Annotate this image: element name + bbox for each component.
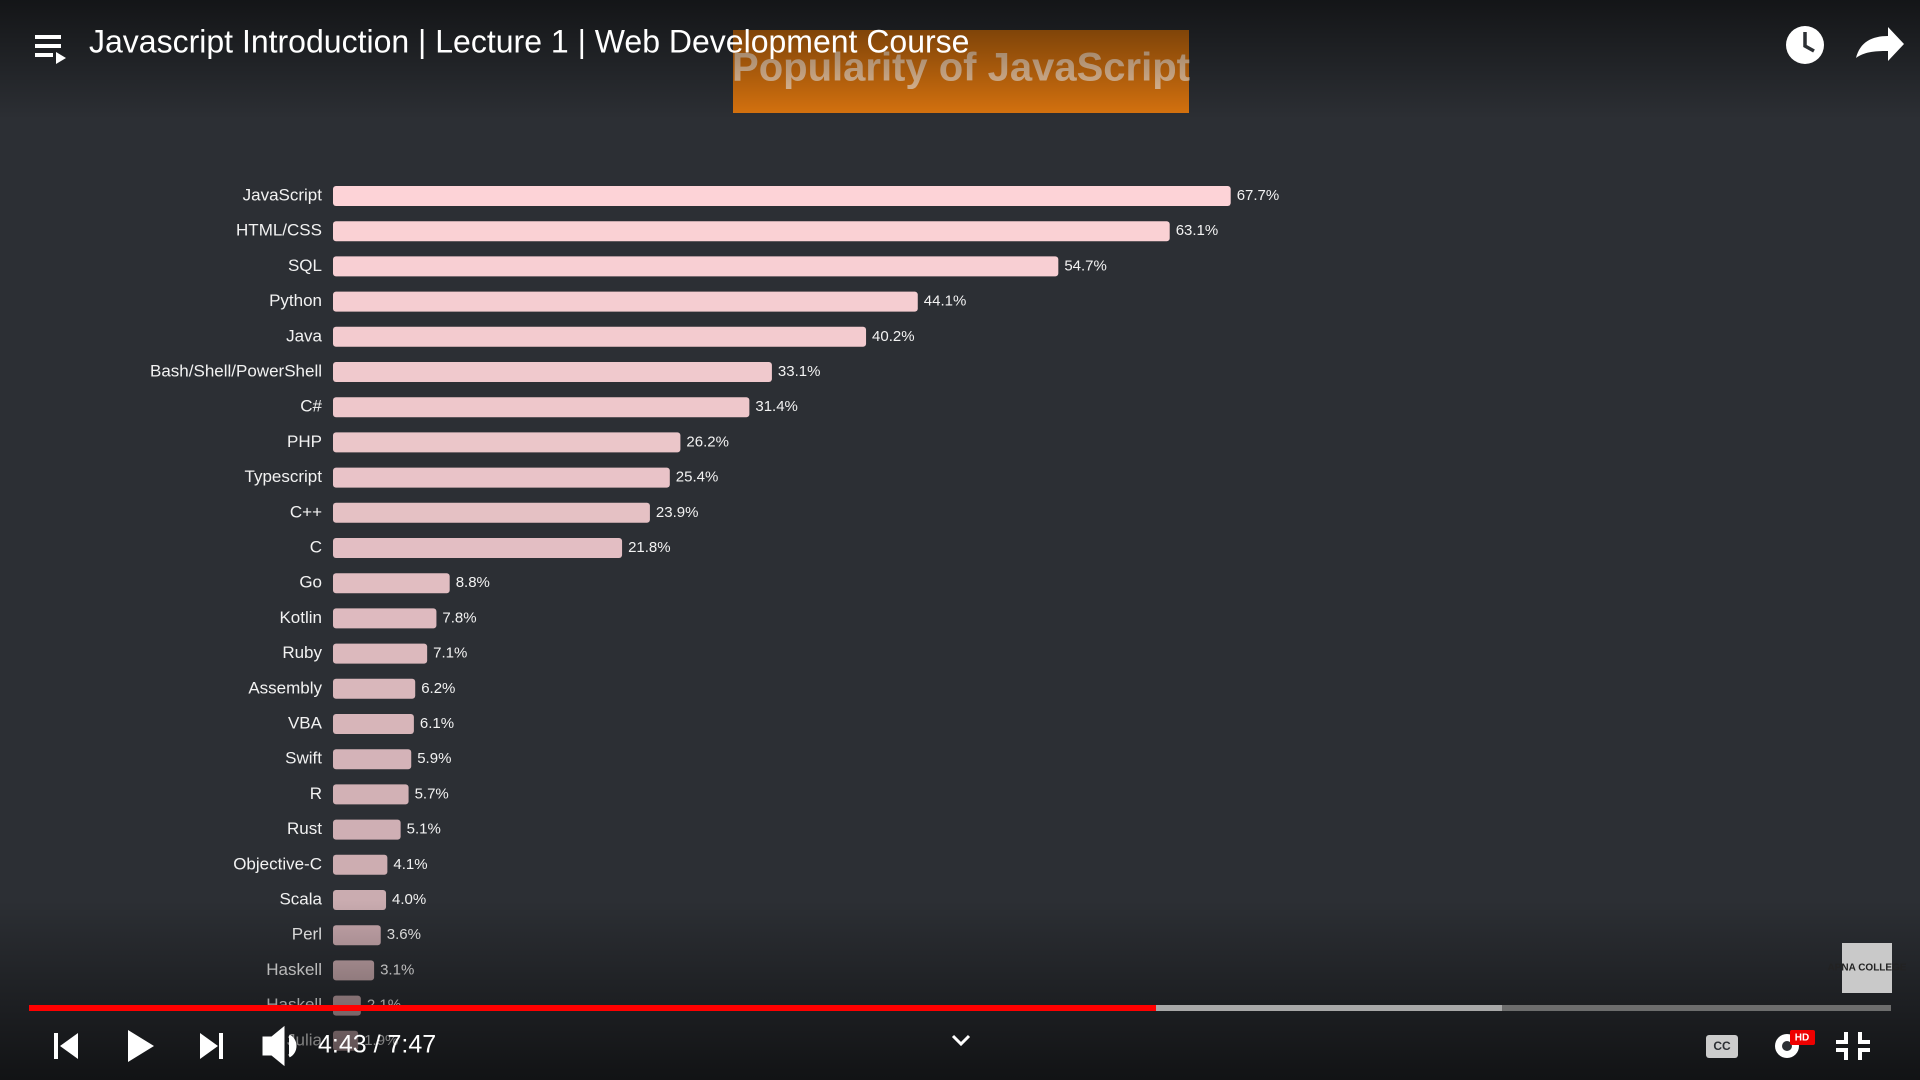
category-label: PHP xyxy=(287,432,322,451)
bar xyxy=(333,784,409,805)
volume-button[interactable] xyxy=(262,1025,297,1067)
captions-button[interactable]: CC xyxy=(1706,1035,1738,1058)
value-label: 4.1% xyxy=(393,856,427,873)
value-label: 44.1% xyxy=(924,293,967,310)
next-button[interactable] xyxy=(200,1033,223,1059)
value-label: 33.1% xyxy=(778,363,821,380)
bar xyxy=(333,608,437,629)
bar xyxy=(333,467,670,488)
bar xyxy=(333,256,1059,277)
video-title[interactable]: Javascript Introduction | Lecture 1 | We… xyxy=(89,23,969,59)
top-shade xyxy=(0,0,1920,120)
category-label: Kotlin xyxy=(279,608,322,627)
bottom-shade xyxy=(0,900,1920,1080)
playlist-button[interactable] xyxy=(35,35,66,64)
category-label: C# xyxy=(300,397,322,416)
category-label: HTML/CSS xyxy=(236,221,322,240)
value-label: 5.7% xyxy=(415,785,449,802)
bar xyxy=(333,749,412,770)
bar xyxy=(333,326,867,347)
bar xyxy=(333,643,428,664)
category-label: Typescript xyxy=(245,467,323,486)
category-label: Python xyxy=(269,291,322,310)
time-display: 4:43 / 7:47 xyxy=(318,1031,436,1059)
play-button[interactable] xyxy=(128,1030,154,1062)
svg-text:CC: CC xyxy=(1713,1039,1731,1053)
watch-later-button[interactable] xyxy=(1786,26,1824,64)
category-label: SQL xyxy=(288,256,322,275)
bar xyxy=(333,714,414,734)
value-label: 31.4% xyxy=(755,398,798,415)
value-label: 6.2% xyxy=(421,680,455,697)
share-button[interactable] xyxy=(1856,27,1904,61)
value-label: 26.2% xyxy=(686,433,729,450)
category-label: Objective-C xyxy=(233,854,322,873)
value-label: 23.9% xyxy=(656,504,699,521)
channel-logo[interactable] xyxy=(1842,943,1892,993)
value-label: 40.2% xyxy=(872,328,915,345)
value-label: 7.8% xyxy=(442,609,476,626)
category-label: R xyxy=(310,784,322,803)
category-label: VBA xyxy=(288,713,323,732)
value-label: 63.1% xyxy=(1176,222,1219,239)
bar xyxy=(333,221,1170,242)
previous-button[interactable] xyxy=(54,1033,78,1059)
value-label: 25.4% xyxy=(676,469,719,486)
category-label: Assembly xyxy=(248,678,322,697)
bar xyxy=(333,538,623,558)
value-label: 67.7% xyxy=(1237,187,1280,204)
category-label: Swift xyxy=(285,749,322,768)
value-label: 7.1% xyxy=(433,645,467,662)
bar xyxy=(333,186,1231,206)
bar xyxy=(333,397,750,418)
value-label: 21.8% xyxy=(628,539,671,556)
value-label: 8.8% xyxy=(456,574,490,591)
bar xyxy=(333,678,416,699)
bar xyxy=(333,819,401,840)
category-label: Java xyxy=(286,326,322,345)
category-label: JavaScript xyxy=(243,185,323,204)
category-label: C xyxy=(310,537,322,556)
category-label: Ruby xyxy=(282,643,322,662)
category-label: Go xyxy=(299,573,322,592)
value-label: 54.7% xyxy=(1064,257,1107,274)
bar xyxy=(333,854,388,875)
value-label: 5.9% xyxy=(417,750,451,767)
bar xyxy=(333,362,772,382)
chapters-toggle[interactable] xyxy=(951,1034,971,1047)
value-label: 6.1% xyxy=(420,715,454,732)
bar xyxy=(333,432,681,453)
bar xyxy=(333,573,450,594)
category-label: Bash/Shell/PowerShell xyxy=(150,361,322,380)
svg-text:HD: HD xyxy=(1795,1033,1809,1044)
bar xyxy=(333,502,650,523)
exit-fullscreen-button[interactable] xyxy=(1836,1032,1870,1060)
value-label: 5.1% xyxy=(407,821,441,838)
progress-played xyxy=(29,1005,1156,1011)
category-label: Rust xyxy=(287,819,322,838)
bar xyxy=(333,291,918,312)
settings-button[interactable]: HD xyxy=(1775,1030,1815,1058)
category-label: C++ xyxy=(290,502,322,521)
channel-logo-text: APNA COLLEGE xyxy=(1827,963,1906,974)
